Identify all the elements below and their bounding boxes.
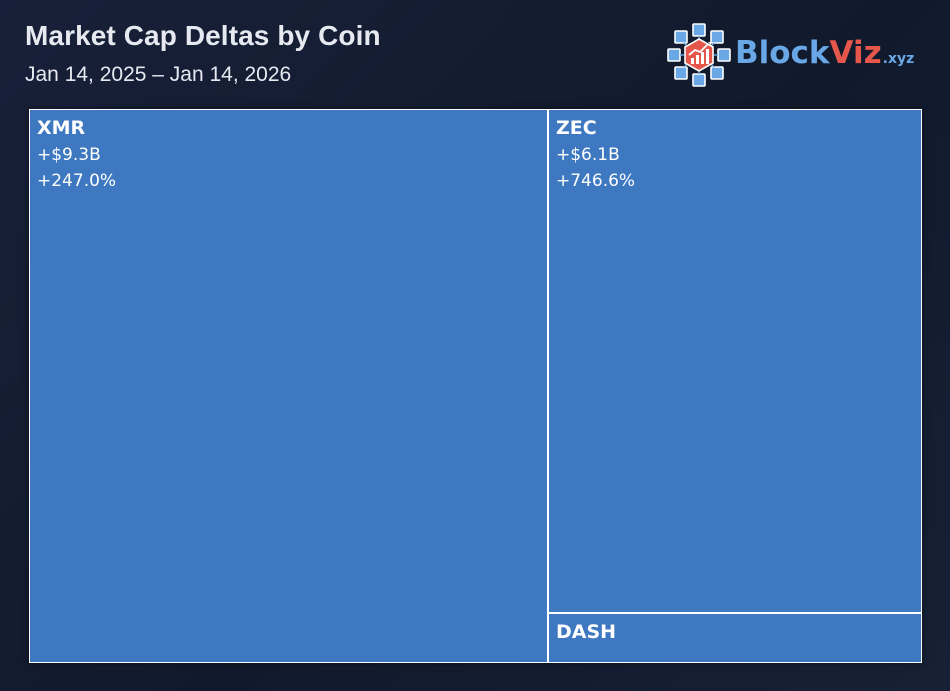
chart-title: Market Cap Deltas by Coin — [25, 20, 381, 51]
brand-name-part1: Block — [735, 35, 830, 71]
cube-network-chart-icon — [667, 23, 731, 87]
treemap-svg: XMR +$9.3B +247.0% ZEC +$6.1B +746.6% DASH — [29, 109, 922, 663]
brand-name-part2: Viz — [829, 35, 882, 71]
tile-rect[interactable] — [548, 109, 922, 613]
brand-suffix: .xyz — [882, 51, 915, 67]
tile-value-label: +$6.1B — [556, 145, 620, 165]
date-range-subtitle: Jan 14, 2025 – Jan 14, 2026 — [25, 63, 292, 86]
brand-name: BlockViz.xyz — [735, 35, 914, 71]
treemap-chart: XMR +$9.3B +247.0% ZEC +$6.1B +746.6% DASH — [29, 109, 922, 663]
tile-label: DASH — [556, 621, 616, 643]
tile-percent-label: +247.0% — [37, 171, 116, 191]
tile-rect[interactable] — [29, 109, 548, 663]
treemap-tile-xmr[interactable]: XMR +$9.3B +247.0% — [29, 109, 548, 663]
treemap-tile-zec[interactable]: ZEC +$6.1B +746.6% — [548, 109, 922, 613]
treemap-tile-dash[interactable]: DASH — [548, 613, 922, 663]
tile-percent-label: +746.6% — [556, 171, 635, 191]
tile-label: ZEC — [556, 117, 597, 139]
brand-logo[interactable]: BlockViz.xyz — [666, 20, 914, 90]
tile-value-label: +$9.3B — [37, 145, 101, 165]
tile-label: XMR — [37, 117, 86, 139]
tile-rect[interactable] — [548, 613, 922, 663]
